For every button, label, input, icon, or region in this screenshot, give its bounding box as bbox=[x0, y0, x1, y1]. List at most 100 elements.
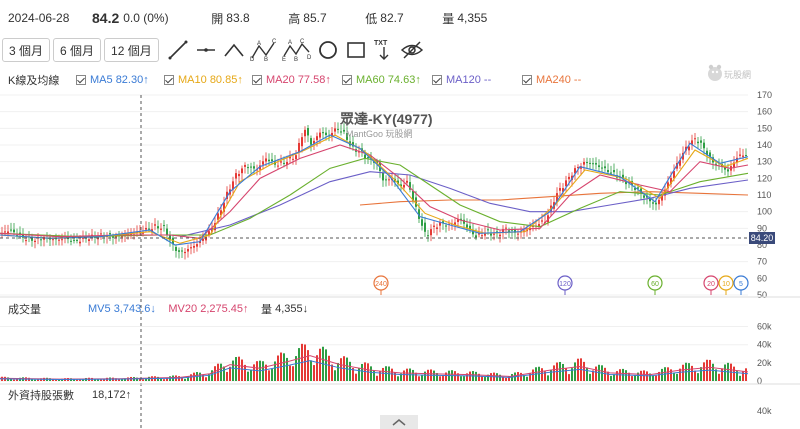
candle-body bbox=[361, 148, 363, 152]
ma20-arrow: ↑ bbox=[325, 74, 331, 86]
candle-body bbox=[445, 225, 447, 227]
volume-bar bbox=[538, 366, 540, 381]
candle-body bbox=[364, 154, 366, 159]
volume-bar bbox=[547, 375, 549, 381]
volume-bar bbox=[310, 360, 312, 381]
volume-label: 量 bbox=[442, 11, 455, 26]
volume-bar bbox=[22, 377, 24, 381]
volume-bar bbox=[184, 378, 186, 381]
volume-bar bbox=[661, 368, 663, 381]
high-label: 高 bbox=[288, 11, 301, 26]
ma5-checkbox[interactable] bbox=[76, 75, 86, 85]
volume-bar bbox=[112, 377, 114, 381]
candle-body bbox=[235, 173, 237, 179]
candle-body bbox=[547, 215, 549, 223]
volume-bar bbox=[670, 369, 672, 381]
mv5-line bbox=[0, 360, 749, 381]
vol-arrow: ↓ bbox=[302, 303, 309, 315]
volume-bar bbox=[460, 376, 462, 381]
volume-bar bbox=[82, 378, 84, 381]
abcde-pattern-icon[interactable]: A B C D E bbox=[282, 38, 312, 62]
candle-body bbox=[421, 219, 423, 226]
abcde-letter-b: B bbox=[294, 57, 298, 62]
angle-line-icon[interactable] bbox=[222, 38, 246, 62]
volume-bar bbox=[121, 379, 123, 381]
text-arrow-icon[interactable]: TXT bbox=[372, 38, 396, 62]
candle-body bbox=[229, 189, 231, 195]
ma5-line bbox=[0, 134, 749, 246]
candle-body bbox=[673, 171, 675, 179]
candle-body bbox=[643, 195, 645, 198]
ma60-toggle[interactable]: MA60 74.63 ↑ bbox=[342, 71, 421, 89]
volume-bar bbox=[481, 376, 483, 381]
ma5-name: MA5 bbox=[90, 74, 113, 86]
abcd-letter-b: B bbox=[264, 57, 268, 62]
abcd-pattern-icon[interactable]: A B C D bbox=[250, 38, 278, 62]
candle-body bbox=[394, 178, 396, 182]
volume-bar bbox=[175, 375, 177, 381]
ma120-line bbox=[179, 171, 749, 238]
candle-body bbox=[706, 150, 708, 155]
volume-bar bbox=[193, 372, 195, 381]
foreign-pane-label: 外資持股張數 18,172 ↑ bbox=[8, 387, 131, 403]
candle-body bbox=[517, 233, 519, 235]
price-tick-label: 80 bbox=[757, 240, 767, 250]
ma20-checkbox[interactable] bbox=[252, 75, 262, 85]
candle-body bbox=[478, 233, 480, 235]
ma240-toggle[interactable]: MA240 -- bbox=[522, 71, 581, 89]
volume-bar bbox=[73, 378, 75, 381]
candle-body bbox=[316, 136, 318, 141]
rectangle-icon[interactable] bbox=[344, 38, 368, 62]
range-3m-button[interactable]: 3 個月 bbox=[2, 38, 51, 62]
volume-bar bbox=[103, 378, 105, 381]
abcd-letter-c: C bbox=[272, 39, 277, 45]
candle-body bbox=[223, 202, 225, 212]
ma120-checkbox[interactable] bbox=[432, 75, 442, 85]
ma120-toggle[interactable]: MA120 -- bbox=[432, 71, 491, 89]
volume-tick-label: 0 bbox=[757, 376, 762, 386]
volume-bar bbox=[499, 374, 501, 381]
ma60-checkbox[interactable] bbox=[342, 75, 352, 85]
ma240-checkbox[interactable] bbox=[522, 75, 532, 85]
ma10-checkbox[interactable] bbox=[164, 75, 174, 85]
range-12m-button[interactable]: 12 個月 bbox=[104, 38, 159, 62]
volume-bar bbox=[349, 361, 351, 381]
volume-bar bbox=[76, 379, 78, 381]
candle-body bbox=[232, 181, 234, 190]
vol-name: 量 bbox=[261, 304, 273, 316]
volume-bar bbox=[7, 377, 9, 381]
candle-body bbox=[559, 188, 561, 191]
ma20-toggle[interactable]: MA20 77.58 ↑ bbox=[252, 71, 331, 89]
trendline-icon[interactable] bbox=[166, 38, 190, 62]
candle-body bbox=[253, 166, 255, 169]
volume-bar bbox=[502, 376, 504, 381]
candle-body bbox=[178, 250, 180, 252]
volume-bar bbox=[217, 363, 219, 381]
ma10-toggle[interactable]: MA10 80.85 ↑ bbox=[164, 71, 243, 89]
horizontal-line-icon[interactable] bbox=[194, 38, 218, 62]
hide-eye-icon[interactable] bbox=[400, 38, 424, 62]
ma-marker-circle bbox=[557, 275, 573, 291]
volume-bar bbox=[709, 359, 711, 381]
abcd-letter-a: A bbox=[257, 41, 261, 47]
volume-bar bbox=[646, 371, 648, 381]
volume-bar bbox=[424, 371, 426, 381]
volume-bar bbox=[16, 378, 18, 381]
ma120-name: MA120 bbox=[446, 74, 481, 86]
volume-bar bbox=[496, 373, 498, 381]
ma5-toggle[interactable]: MA5 82.30 ↑ bbox=[76, 71, 149, 89]
volume-bar bbox=[598, 364, 600, 381]
chart-grid bbox=[0, 94, 748, 382]
circle-icon[interactable] bbox=[316, 38, 340, 62]
candle-body bbox=[568, 176, 570, 180]
volume-bar bbox=[640, 370, 642, 381]
volume-bar bbox=[523, 374, 525, 381]
candle-body bbox=[175, 246, 177, 251]
candle-body bbox=[154, 224, 156, 226]
candle-body bbox=[481, 235, 483, 237]
volume-bar bbox=[517, 372, 519, 381]
candle-body bbox=[697, 141, 699, 144]
candle-body bbox=[640, 188, 642, 194]
range-6m-button[interactable]: 6 個月 bbox=[53, 38, 102, 62]
candle-body bbox=[433, 225, 435, 227]
